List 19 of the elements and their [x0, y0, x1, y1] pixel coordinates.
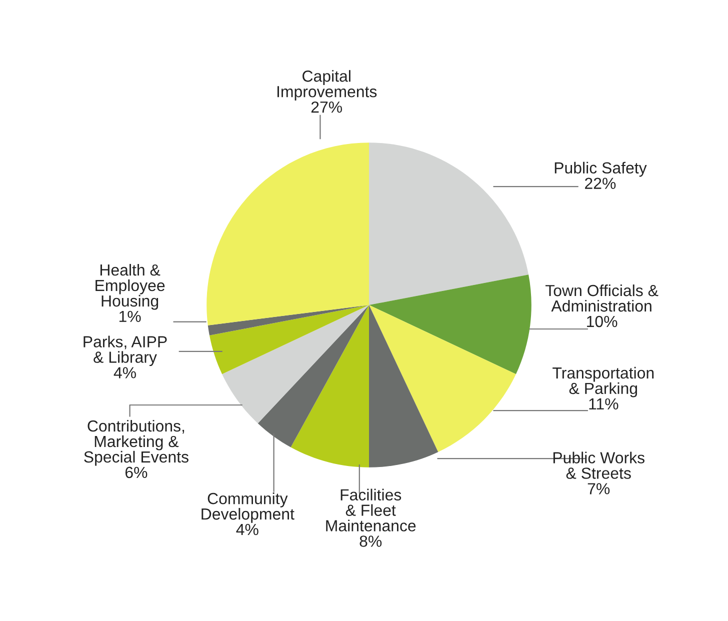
data-label: 10%: [587, 316, 618, 328]
data-label: 8%: [360, 536, 382, 547]
slice-label: Public Safety: [554, 162, 647, 177]
data-label: 6%: [125, 466, 148, 478]
data-label: 22%: [585, 178, 616, 189]
data-label: 4%: [114, 367, 136, 378]
data-label: 4%: [236, 524, 258, 536]
data-label: 27%: [311, 101, 342, 113]
slice-label: Contributions, Marketing & Special Events: [84, 420, 188, 466]
slice-label: Parks, AIPP & Library: [84, 336, 167, 366]
slice-label: Transportation & Parking: [552, 366, 654, 398]
slice-label: Facilities & Fleet Maintenance: [326, 488, 416, 532]
slice-label: Community Development: [202, 492, 294, 523]
slice-label: Capital Improvements: [277, 70, 377, 100]
data-label: 1%: [119, 310, 141, 322]
slice-label: Health & Employee Housing: [96, 264, 165, 310]
data-label: 7%: [588, 483, 610, 494]
data-label: 11%: [589, 398, 618, 410]
slice-label: Town Officials & Administration: [545, 284, 658, 312]
